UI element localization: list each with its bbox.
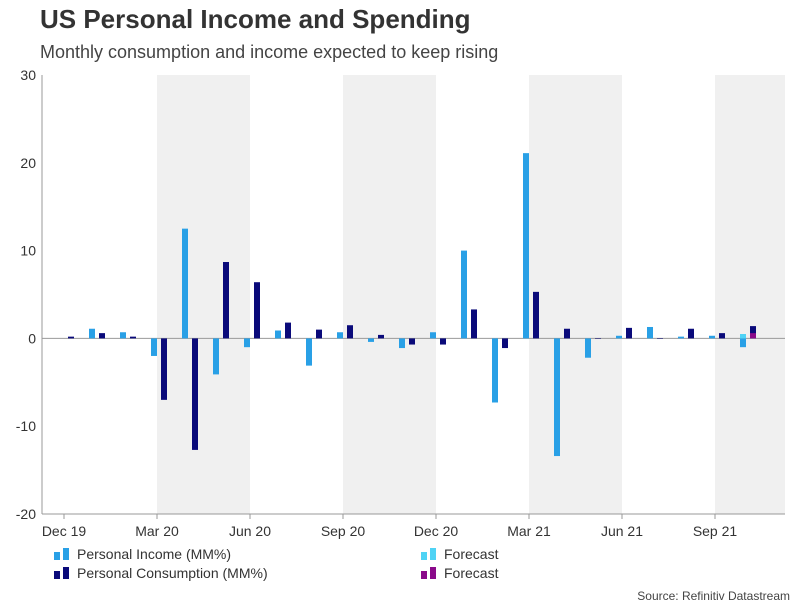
- bar-income: [337, 332, 343, 339]
- bar-consumption: [719, 333, 725, 339]
- y-tick-label: 0: [28, 330, 36, 346]
- legend-forecast-consumption: Forecast: [421, 565, 498, 581]
- bar-income: [120, 332, 126, 339]
- shade-band: [715, 75, 785, 514]
- y-tick-label: 10: [20, 243, 36, 259]
- bar-income: [430, 332, 436, 339]
- x-tick-label: Dec 19: [42, 523, 87, 539]
- bar-consumption: [378, 334, 384, 339]
- bar-income: [585, 338, 591, 358]
- bar-consumption: [595, 338, 601, 339]
- chart-title: US Personal Income and Spending: [40, 4, 471, 34]
- legend-income-label: Personal Income (MM%): [77, 546, 232, 562]
- x-tick-label: Sep 21: [693, 523, 738, 539]
- bar-income: [647, 326, 653, 339]
- bar-income: [554, 338, 560, 457]
- bar-income: [151, 338, 157, 356]
- bar-consumption: [409, 338, 415, 345]
- legend-income: Personal Income (MM%): [54, 546, 231, 562]
- bar-income: [740, 338, 746, 348]
- bar-consumption: [161, 338, 167, 400]
- shade-band: [343, 75, 436, 514]
- bar-consumption: [192, 338, 198, 450]
- bar-income: [461, 250, 467, 339]
- legend-forecast-consumption-label: Forecast: [444, 565, 499, 581]
- bar-income: [182, 228, 188, 339]
- bar-consumption: [68, 336, 74, 339]
- y-tick-label: 30: [20, 67, 36, 83]
- bar-income: [368, 338, 374, 342]
- legend-forecast-income-label: Forecast: [444, 546, 499, 562]
- bar-consumption: [750, 326, 756, 339]
- bar-consumption: [254, 282, 260, 339]
- chart-subtitle: Monthly consumption and income expected …: [40, 42, 499, 62]
- bar-consumption: [564, 328, 570, 339]
- bar-consumption: [471, 309, 477, 339]
- x-tick-label: Jun 21: [601, 523, 643, 539]
- x-tick-label: Jun 20: [229, 523, 271, 539]
- bar-income: [492, 338, 498, 403]
- bar-income: [306, 338, 312, 366]
- source-note: Source: Refinitiv Datastream: [637, 589, 790, 603]
- x-tick-label: Mar 20: [135, 523, 179, 539]
- bar-income: [523, 153, 529, 339]
- bar-consumption: [440, 338, 446, 345]
- bar-consumption: [626, 327, 632, 339]
- x-tick-label: Sep 20: [321, 523, 366, 539]
- legend-forecast-income: Forecast: [421, 546, 498, 562]
- bar-consumption: [347, 325, 353, 339]
- shade-band: [529, 75, 622, 514]
- x-tick-label: Mar 21: [507, 523, 551, 539]
- bar-consumption: [316, 329, 322, 339]
- bar-income: [709, 335, 715, 339]
- legend-consumption: Personal Consumption (MM%): [54, 565, 268, 581]
- bar-forecast-consumption: [750, 333, 756, 339]
- x-tick-label: Dec 20: [414, 523, 459, 539]
- bar-income: [616, 335, 622, 339]
- bar-income: [399, 338, 405, 349]
- bar-consumption: [130, 336, 136, 339]
- legend-consumption-label: Personal Consumption (MM%): [77, 565, 268, 581]
- y-tick-label: -10: [16, 418, 36, 434]
- bar-consumption: [502, 338, 508, 349]
- y-tick-label: -20: [16, 506, 36, 522]
- shade-band: [157, 75, 250, 514]
- bar-income: [89, 328, 95, 339]
- bar-income: [275, 330, 281, 339]
- bar-consumption: [99, 333, 105, 339]
- bar-forecast-income: [740, 334, 746, 339]
- bar-consumption: [223, 262, 229, 339]
- bar-income: [678, 336, 684, 339]
- bar-consumption: [285, 322, 291, 339]
- chart-plot: -20 -10 0 10 20 30 Dec 19 Mar 20 Jun 20 Sep 20 Dec…: [16, 67, 785, 539]
- bar-consumption: [657, 338, 663, 339]
- bar-consumption: [688, 328, 694, 339]
- bar-income: [244, 338, 250, 348]
- bar-consumption: [533, 291, 539, 339]
- y-tick-label: 20: [20, 155, 36, 171]
- bar-income: [213, 338, 219, 375]
